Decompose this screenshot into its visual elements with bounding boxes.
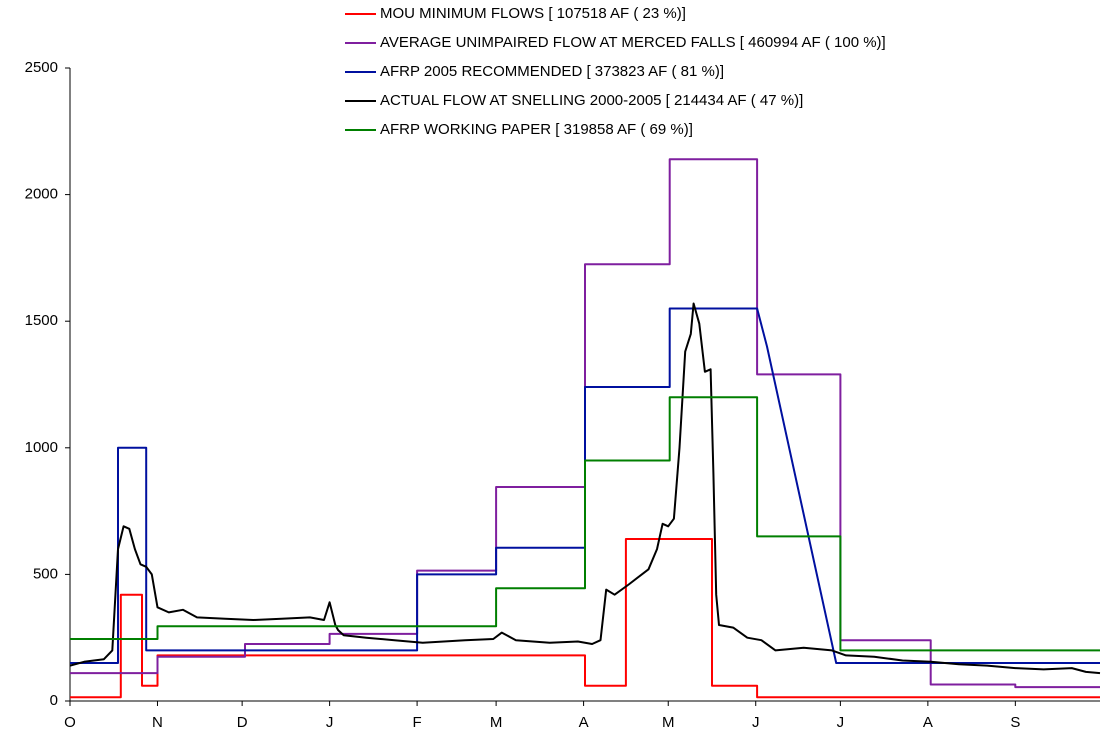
series-line xyxy=(70,538,1100,699)
legend-label: AVERAGE UNIMPAIRED FLOW AT MERCED FALLS … xyxy=(380,34,886,51)
legend-label: MOU MINIMUM FLOWS [ 107518 AF ( 23 %)] xyxy=(380,5,686,22)
legend-label: AFRP 2005 RECOMMENDED [ 373823 AF ( 81 %… xyxy=(380,63,724,80)
x-tick-label: S xyxy=(1010,714,1020,731)
y-tick-label: 2000 xyxy=(25,186,58,203)
y-tick-label: 500 xyxy=(33,565,58,582)
x-tick-label: J xyxy=(752,714,760,731)
series-line xyxy=(70,307,1100,664)
series-line xyxy=(69,302,1101,675)
x-tick-label: J xyxy=(837,714,845,731)
legend-label: ACTUAL FLOW AT SNELLING 2000-2005 [ 2144… xyxy=(380,92,803,109)
x-tick-label: F xyxy=(413,714,422,731)
x-tick-label: A xyxy=(579,714,589,731)
x-tick-label: O xyxy=(64,714,76,731)
legend-label: AFRP WORKING PAPER [ 319858 AF ( 69 %)] xyxy=(380,121,693,138)
x-tick-label: J xyxy=(326,714,334,731)
y-tick-label: 0 xyxy=(50,692,58,709)
series-line xyxy=(70,396,1100,652)
x-tick-label: M xyxy=(662,714,675,731)
x-tick-label: M xyxy=(490,714,503,731)
x-tick-label: N xyxy=(152,714,163,731)
series-line xyxy=(70,158,1100,689)
x-tick-label: A xyxy=(923,714,933,731)
x-tick-label: D xyxy=(237,714,248,731)
y-tick-label: 2500 xyxy=(25,59,58,76)
y-tick-label: 1000 xyxy=(25,439,58,456)
y-tick-label: 1500 xyxy=(25,312,58,329)
